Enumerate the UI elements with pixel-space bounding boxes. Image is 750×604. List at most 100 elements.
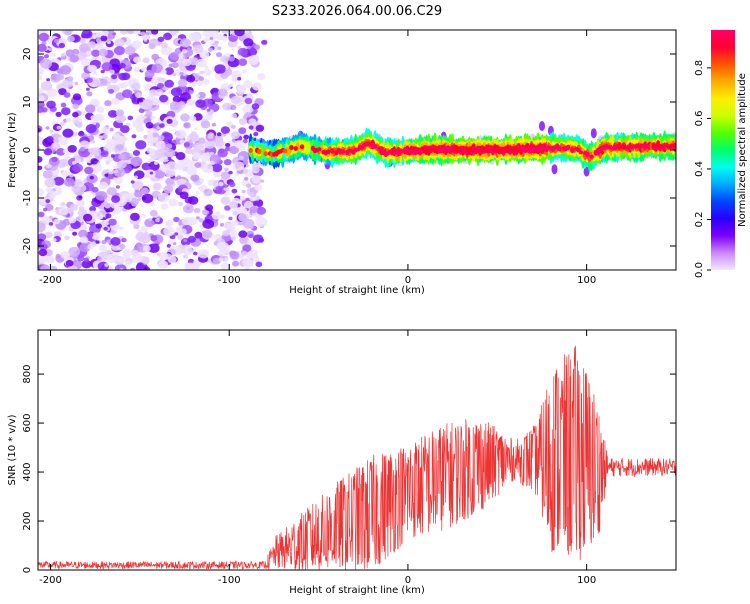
noise-blob [87,41,96,49]
noise-blob [75,199,85,207]
noise-blob [116,144,125,151]
noise-blob [62,128,74,138]
snr-ticks: -200 -100 0 100 0 200 400 600 800 [22,330,676,586]
signal-cell [372,144,378,149]
noise-blob [238,127,247,134]
noise-blob [53,38,60,44]
noise-blob [242,218,255,229]
noise-blob [105,161,110,165]
snr-series-line [38,345,676,570]
noise-blob [177,201,184,207]
noise-blob [141,98,153,109]
noise-blob [79,243,91,253]
noise-blob [120,125,130,134]
noise-blob [105,208,111,213]
noise-blob [174,232,179,236]
noise-blob [223,222,233,230]
noise-blob [103,202,112,209]
noise-blob [225,143,231,148]
noise-blob [234,30,245,37]
noise-blob [104,173,109,177]
noise-blob [187,217,198,226]
noise-blob [131,40,142,49]
noise-blob [217,46,222,51]
signal-cell [387,149,393,155]
noise-blob [160,45,172,56]
noise-blob [211,163,223,173]
noise-blob [113,176,124,185]
noise-blob [243,80,253,88]
noise-blob [230,124,236,129]
noise-blob [38,146,41,150]
noise-blob [179,38,192,48]
noise-blob [38,32,49,42]
noise-blob [261,39,268,45]
noise-blob [203,68,212,76]
noise-blob [90,147,102,157]
noise-blob [237,151,250,161]
noise-blob [142,57,150,64]
noise-blob [116,135,123,142]
noise-blob [188,196,199,205]
noise-blob [244,97,253,105]
noise-blob [197,249,210,259]
noise-blob [151,30,159,35]
noise-blob [231,188,238,194]
noise-blob [45,126,50,130]
noise-blob [64,235,70,240]
noise-blob [167,239,174,245]
noise-blob [190,174,200,182]
noise-blob [77,131,85,137]
noise-blob [220,126,230,134]
signal-spike [583,166,590,177]
noise-blob [95,240,100,244]
noise-blob [183,142,190,148]
snr-y-tick-label: 600 [22,414,33,433]
noise-blob [63,177,75,187]
snr-x-tick-label: -200 [39,575,62,586]
noise-blob [95,37,102,43]
noise-blob [255,261,263,268]
noise-blob [98,244,108,252]
noise-blob [90,158,98,165]
noise-blob [132,119,143,128]
noise-blob [119,226,124,231]
noise-blob [131,249,139,257]
snr-y-tick-label: 800 [22,365,33,384]
noise-blob [110,237,121,246]
noise-blob [131,98,137,103]
noise-blob [216,52,222,58]
noise-blob [127,30,135,35]
noise-blob [159,123,165,128]
noise-blob [38,67,44,76]
noise-blob [218,181,224,187]
noise-blob [251,103,260,110]
noise-blob [61,107,71,116]
noise-blob [115,109,125,117]
noise-blob [62,149,69,154]
noise-blob [133,56,141,64]
noise-blob [222,230,230,236]
noise-blob [39,58,52,69]
noise-blob [193,207,201,214]
noise-blob [165,161,178,172]
signal-cell [289,144,294,151]
noise-blob [154,161,159,165]
noise-blob [229,251,240,260]
noise-blob [180,92,191,102]
chart-title: S233.2026.064.00.06.C29 [272,4,442,19]
noise-blob [235,172,239,177]
noise-blob [69,203,79,211]
noise-blob [183,238,188,243]
noise-blob [172,242,177,246]
noise-blob [64,153,71,159]
noise-blob [182,49,188,54]
spectrogram-x-tick-label: 100 [577,275,596,286]
noise-blob [134,175,138,179]
noise-blob [144,69,155,78]
signal-cell [317,147,322,152]
noise-blob [204,50,208,54]
noise-blob [61,202,66,206]
noise-blob [205,204,214,211]
